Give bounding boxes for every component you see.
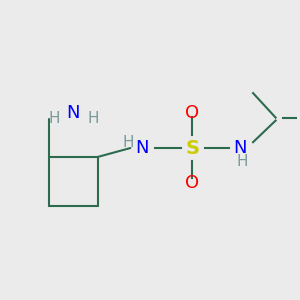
Text: H: H [87, 111, 99, 126]
Text: N: N [67, 104, 80, 122]
Text: H: H [48, 111, 60, 126]
Text: H: H [236, 154, 248, 169]
Text: H: H [123, 135, 134, 150]
Text: N: N [233, 139, 247, 157]
Text: N: N [135, 139, 149, 157]
Text: O: O [185, 104, 199, 122]
Text: O: O [185, 174, 199, 192]
Text: S: S [185, 139, 199, 158]
